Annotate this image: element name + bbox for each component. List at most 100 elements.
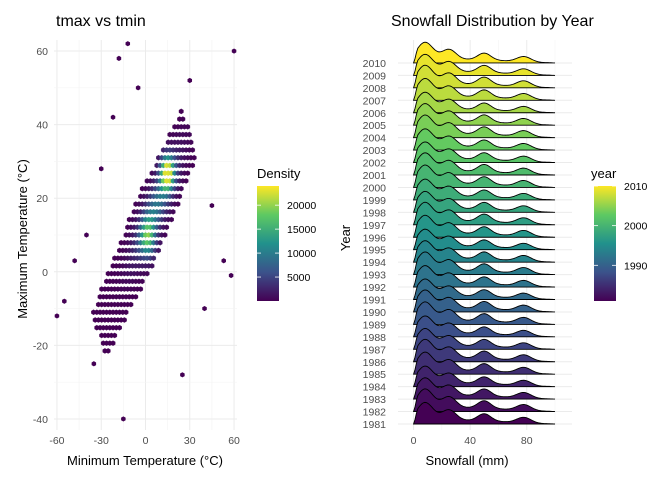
year-tick-label: 2008 [363, 83, 387, 95]
hex-cell [72, 258, 77, 264]
y-tick-label: 20 [36, 193, 48, 205]
year-tick-label: 1990 [363, 307, 387, 319]
x-tick-label: -60 [49, 435, 64, 447]
hex-cell [162, 232, 168, 238]
year-legend-title: year [591, 166, 617, 181]
hex-cell [156, 247, 161, 254]
ridgeline-tick-labels: 0 40 80 19811982198319841985198619871988198… [363, 58, 533, 447]
ridge-2006 [412, 91, 556, 114]
hex-cell [175, 201, 181, 207]
hexbin-x-label: Minimum Temperature (°C) [67, 453, 223, 468]
ridge-2004 [412, 114, 556, 139]
hexbin-y-label: Maximum Temperature (°C) [15, 159, 30, 319]
ridge-1990 [412, 289, 556, 313]
ridge-1992 [412, 265, 556, 288]
legend-tick-label: 2010 [624, 181, 648, 193]
x-tick-label: 60 [228, 435, 240, 447]
hex-cell [186, 131, 192, 138]
hex-cell [185, 170, 191, 176]
density-colorbar [257, 186, 279, 301]
hex-cell [209, 202, 215, 209]
hex-cell [121, 317, 127, 323]
hex-cell [54, 313, 60, 319]
hexbin-tick-labels: -60 -30 0 30 60 -40 -20 0 20 40 60 [33, 46, 240, 447]
year-legend-ticks: 1990 2000 2010 [594, 181, 648, 272]
ridge-1999 [412, 178, 556, 201]
year-tick-label: 1985 [363, 369, 387, 381]
year-legend: year 1990 2000 2010 [591, 166, 648, 301]
ridgeline-x-label: Snowfall (mm) [425, 453, 508, 468]
year-tick-label: 1991 [363, 295, 387, 307]
legend-tick-label: 1990 [624, 260, 648, 272]
hex-cell [170, 209, 176, 215]
hex-cell [138, 286, 144, 292]
hex-cell [110, 340, 116, 346]
ridge-1986 [412, 338, 556, 363]
year-tick-label: 2009 [363, 70, 387, 82]
hex-cell [62, 298, 67, 304]
year-tick-label: 2003 [363, 145, 387, 157]
hex-cell [202, 305, 207, 312]
hex-cell [91, 361, 97, 367]
year-tick-label: 1999 [363, 195, 387, 207]
year-colorbar [594, 186, 616, 301]
ridge-1998 [412, 190, 556, 213]
hex-cell [221, 258, 226, 264]
hex-cell [188, 139, 194, 146]
legend-tick-label: 15000 [287, 224, 316, 236]
ridge-2002 [412, 141, 556, 163]
ridge-2003 [412, 128, 556, 151]
hex-cell [135, 85, 141, 91]
ridgeline-title: Snowfall Distribution by Year [391, 13, 594, 30]
hex-cell [117, 324, 122, 331]
legend-tick-label: 20000 [287, 200, 316, 212]
hex-cell [169, 216, 174, 223]
hex-cell [98, 166, 104, 172]
hex-cell [187, 77, 193, 84]
hexbin-panel: tmax vs tmin -60 -30 0 30 60 -40 -20 0 20 40 60 Mi… [15, 13, 240, 468]
ridge-2009 [412, 53, 556, 76]
year-tick-label: 2002 [363, 158, 387, 170]
year-tick-label: 1989 [363, 319, 387, 331]
ridge-2010 [412, 41, 556, 64]
year-tick-label: 1984 [363, 382, 387, 394]
year-tick-label: 2000 [363, 182, 387, 194]
year-tick-label: 2006 [363, 108, 387, 120]
y-tick-label: 60 [36, 46, 48, 58]
ridge-2005 [412, 103, 556, 126]
hex-cell [228, 272, 234, 279]
hex-cell [190, 162, 195, 169]
x-tick-label: 0 [411, 435, 417, 447]
ridgeline-panel: Snowfall Distribution by Year 0 40 8019811… [338, 13, 594, 468]
y-tick-label: -40 [33, 414, 48, 426]
hex-cell [231, 48, 237, 54]
y-tick-label: -20 [33, 340, 48, 352]
year-tick-label: 1997 [363, 220, 387, 232]
hex-cell [180, 372, 185, 378]
legend-tick-label: 10000 [287, 248, 316, 260]
ridge-1994 [412, 240, 556, 263]
year-tick-label: 1994 [363, 257, 387, 269]
hex-cell [157, 239, 163, 246]
density-legend: Density 5000 10000 15000 20000 [257, 166, 316, 301]
ridgeline-series [412, 41, 556, 425]
year-tick-label: 2007 [363, 95, 387, 107]
hex-cell [139, 278, 145, 285]
hexbin-title: tmax vs tmin [56, 13, 146, 30]
year-tick-label: 2005 [363, 120, 387, 132]
hex-cell [177, 193, 182, 200]
year-tick-label: 1998 [363, 207, 387, 219]
ridge-1981 [412, 401, 556, 425]
x-tick-label: 80 [521, 435, 533, 447]
year-tick-label: 1982 [363, 407, 387, 419]
ridgeline-y-label: Year [338, 224, 353, 251]
density-legend-ticks: 5000 10000 15000 20000 [257, 200, 316, 284]
x-tick-label: 30 [184, 435, 196, 447]
ridge-1988 [412, 315, 556, 338]
ridge-1995 [412, 228, 556, 251]
year-tick-label: 2010 [363, 58, 387, 70]
ridge-1987 [412, 327, 556, 350]
ridge-1985 [412, 351, 556, 375]
ridge-2000 [412, 164, 556, 188]
ridge-1984 [412, 365, 556, 388]
